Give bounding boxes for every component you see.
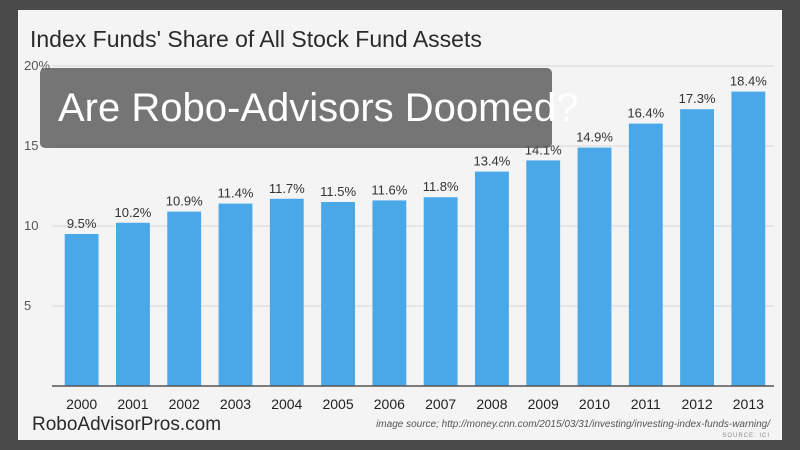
value-label: 13.4% — [473, 154, 510, 169]
y-tick-label: 15 — [24, 138, 38, 153]
value-label: 9.5% — [67, 216, 97, 231]
bar — [731, 91, 766, 386]
value-label: 11.7% — [269, 181, 305, 196]
x-tick-label: 2008 — [476, 396, 507, 412]
y-tick-label: 5 — [24, 298, 31, 313]
x-tick-label: 2011 — [631, 396, 661, 412]
value-label: 14.9% — [576, 130, 613, 145]
value-label: 18.4% — [730, 74, 767, 89]
x-tick-label: 2004 — [271, 396, 302, 412]
x-tick-label: 2005 — [322, 396, 353, 412]
x-tick-label: 2003 — [220, 396, 251, 412]
site-name: RoboAdvisorPros.com — [32, 414, 222, 435]
bar — [628, 123, 663, 386]
x-tick-label: 2000 — [66, 396, 97, 412]
x-tick-label: 2006 — [374, 396, 405, 412]
x-tick-label: 2009 — [528, 396, 559, 412]
headline-banner: Are Robo-Advisors Doomed? — [40, 68, 578, 148]
x-tick-label: 2013 — [733, 396, 764, 412]
bar — [526, 160, 561, 386]
x-tick-label: 2002 — [169, 396, 200, 412]
x-tick-label: 2010 — [579, 396, 610, 412]
x-axis: 2000 2001 2002 2003 2004 2005 2006 2007 2008 2009… — [52, 385, 774, 412]
image-source-note: image source; http://money.cnn.com/2015/… — [376, 419, 770, 430]
bar — [64, 234, 99, 386]
value-label: 10.9% — [166, 194, 203, 209]
value-label: 11.4% — [218, 186, 254, 201]
value-label: 17.3% — [679, 91, 716, 106]
bar — [116, 222, 150, 386]
value-label: 11.5% — [320, 184, 356, 199]
data-source-credit: SOURCE: ICI — [722, 433, 770, 439]
bar — [577, 147, 612, 386]
x-tick-label: 2012 — [681, 396, 712, 412]
x-tick-label: 2007 — [425, 396, 456, 412]
bar — [372, 200, 407, 386]
y-tick-label: 10 — [24, 218, 38, 233]
chart-title: Index Funds' Share of All Stock Fund Ass… — [30, 26, 482, 52]
bars — [64, 91, 766, 386]
bar — [475, 171, 509, 386]
value-labels: 9.5% 10.2% 10.9% 11.4% 11.7% 11.5% 11.6% 11.8% 1… — [67, 74, 767, 231]
x-tick-label: 2001 — [117, 396, 148, 412]
value-label: 16.4% — [627, 106, 664, 121]
bar — [167, 211, 202, 386]
value-label: 10.2% — [114, 205, 151, 220]
bar — [680, 109, 714, 386]
bar — [321, 202, 355, 386]
value-label: 11.6% — [371, 182, 407, 197]
bar — [218, 203, 253, 386]
value-label: 11.8% — [423, 179, 459, 194]
chart-frame: Index Funds' Share of All Stock Fund Ass… — [18, 10, 782, 440]
bar — [423, 197, 458, 386]
bar — [269, 198, 304, 386]
